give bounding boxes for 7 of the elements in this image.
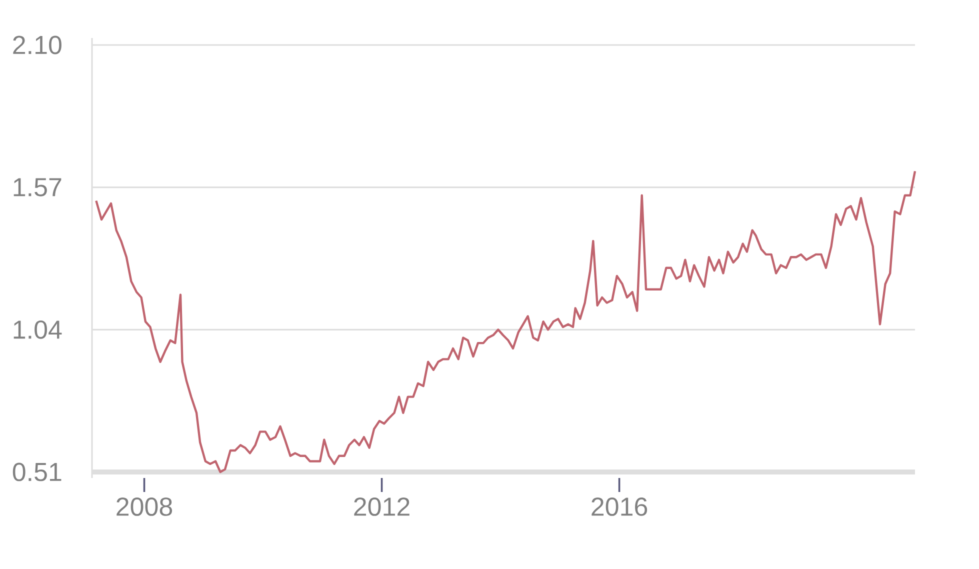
y-tick-label: 1.57	[14, 178, 62, 196]
x-tick-label: 2012	[354, 498, 410, 516]
y-tick-label: 2.10	[13, 36, 62, 54]
y-tick-label: 0.51	[12, 462, 62, 482]
x-tick-label: 2016	[592, 498, 648, 516]
y-tick-label: 1.04	[14, 320, 62, 339]
x-tick-label: 2008	[116, 498, 172, 516]
